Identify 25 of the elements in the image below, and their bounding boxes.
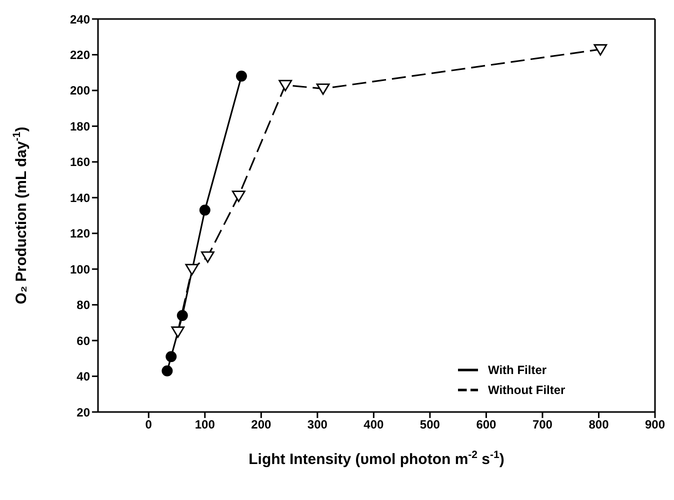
y-tick-label: 180 <box>70 119 90 134</box>
x-tick-label: 300 <box>307 418 328 432</box>
y-tick-label: 160 <box>70 155 90 170</box>
y-tick-label: 60 <box>76 334 90 348</box>
x-tick-label: 800 <box>588 418 610 432</box>
y-tick-label: 240 <box>70 12 90 26</box>
x-tick-label: 100 <box>194 418 216 432</box>
x-tick-label: 600 <box>476 418 497 432</box>
x-tick-label: 400 <box>364 418 384 432</box>
x-tick-label: 900 <box>644 418 666 432</box>
x-tick-label: 700 <box>532 418 553 432</box>
y-tick-label: 220 <box>70 48 90 62</box>
x-tick-label: 200 <box>251 418 272 432</box>
y-tick-label: 20 <box>76 405 90 420</box>
x-axis-title: Light Intensity (υmol photon m$^{-2}$ s$^{-1}$) <box>248 449 504 468</box>
legend-label: Without Filter <box>488 383 566 398</box>
y-tick-label: 80 <box>76 298 90 312</box>
y-tick-label: 140 <box>70 190 90 205</box>
x-tick-label: 500 <box>420 418 440 432</box>
x-tick-label: 0 <box>145 418 152 432</box>
y-tick-label: 200 <box>70 84 90 98</box>
y-tick-label: 120 <box>70 226 90 241</box>
legend-label: With Filter <box>488 363 547 378</box>
y-tick-label: 40 <box>76 370 90 384</box>
y-tick-label: 100 <box>70 262 90 276</box>
